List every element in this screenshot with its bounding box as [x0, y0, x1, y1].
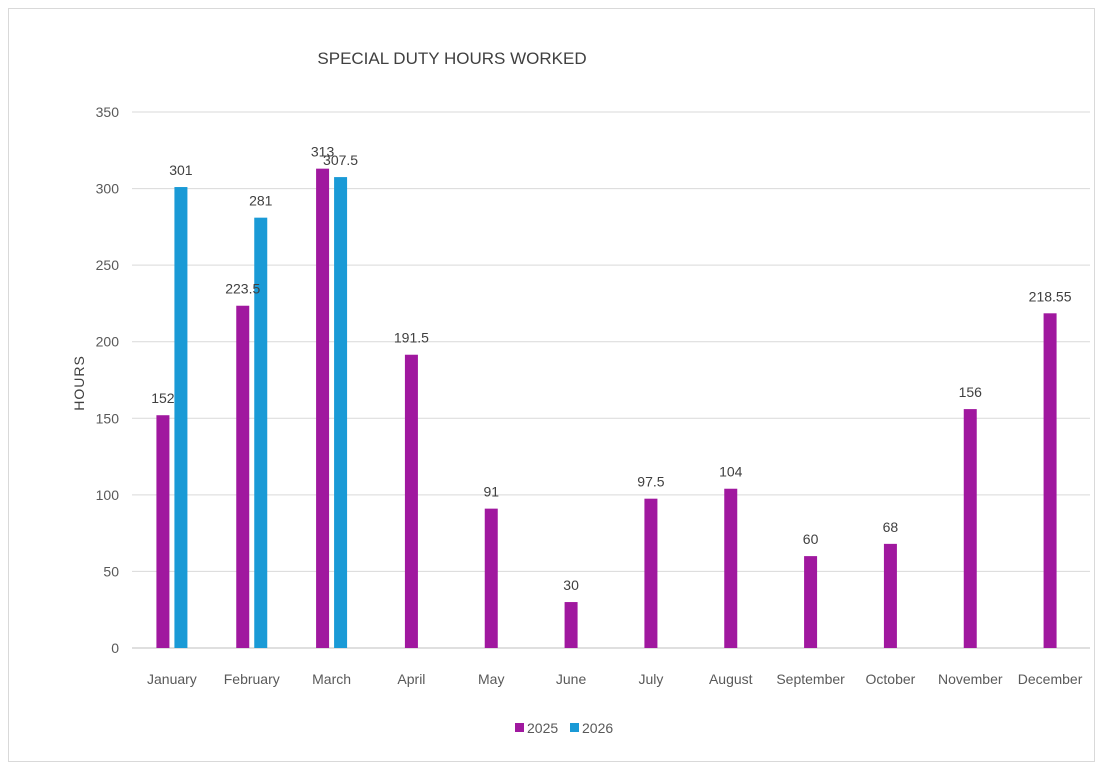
- legend-label-2026: 2026: [582, 720, 613, 736]
- data-label-2025-january: 152: [151, 390, 175, 406]
- y-tick-label: 350: [96, 104, 120, 120]
- y-axis-label: HOURS: [71, 355, 87, 411]
- data-label-2025-june: 30: [563, 577, 579, 593]
- y-tick-label: 100: [96, 487, 120, 503]
- data-label-2025-november: 156: [959, 384, 983, 400]
- bar-2025-september: [804, 556, 818, 648]
- x-tick-label: August: [709, 671, 753, 687]
- bar-2025-october: [883, 543, 897, 648]
- x-tick-label: October: [866, 671, 916, 687]
- legend-swatch-2025: [515, 723, 524, 732]
- x-tick-label: January: [147, 671, 197, 687]
- x-tick-label: April: [397, 671, 425, 687]
- legend: 2025 2026: [515, 720, 613, 736]
- legend-label-2025: 2025: [527, 720, 558, 736]
- data-label-2025-march: 313: [311, 144, 335, 160]
- legend-swatch-2026: [570, 723, 579, 732]
- data-label-2025-july: 97.5: [637, 474, 664, 490]
- data-label-2026-january: 301: [169, 162, 193, 178]
- bar-2025-may: [484, 508, 498, 648]
- data-label-2026-march: 307.5: [323, 152, 358, 168]
- x-tick-label: December: [1018, 671, 1083, 687]
- y-tick-label: 300: [96, 181, 120, 197]
- bar-2025-april: [404, 354, 418, 648]
- bar-2025-august: [724, 488, 738, 648]
- bar-2025-january: [156, 415, 170, 648]
- x-tick-label: June: [556, 671, 587, 687]
- data-label-2025-february: 223.5: [225, 281, 260, 297]
- data-label-2025-august: 104: [719, 464, 743, 480]
- y-tick-label: 50: [103, 563, 119, 579]
- bar-2025-november: [963, 409, 977, 648]
- y-tick-labels: 0 50 100 150 200 250 300 350: [96, 104, 120, 656]
- bar-2025-march: [316, 168, 330, 649]
- bar-2025-february: [236, 305, 250, 648]
- bar-2026-march: [334, 177, 348, 649]
- data-label-2025-october: 68: [883, 519, 899, 535]
- y-tick-label: 150: [96, 410, 120, 426]
- y-tick-label: 250: [96, 257, 120, 273]
- x-tick-labels: January February March April May June July Augu…: [147, 671, 1083, 687]
- bars: [156, 168, 1057, 649]
- data-label-2026-february: 281: [249, 193, 273, 209]
- data-label-2025-december: 218.55: [1029, 288, 1072, 304]
- chart-frame: [8, 8, 1095, 762]
- data-label-2025-may: 91: [483, 484, 499, 500]
- data-label-2025-september: 60: [803, 531, 819, 547]
- bar-2025-december: [1043, 313, 1057, 648]
- x-tick-label: May: [478, 671, 504, 687]
- chart-title: SPECIAL DUTY HOURS WORKED: [317, 49, 586, 68]
- data-label-2025-april: 191.5: [394, 330, 429, 346]
- x-tick-label: September: [776, 671, 845, 687]
- bar-2025-june: [564, 602, 578, 648]
- bar-2025-july: [644, 498, 658, 648]
- x-tick-label: February: [224, 671, 280, 687]
- x-tick-label: July: [638, 671, 663, 687]
- gridlines: [132, 111, 1090, 649]
- bar-2026-february: [254, 217, 268, 648]
- bar-2026-january: [174, 187, 188, 649]
- y-tick-label: 0: [111, 640, 119, 656]
- x-tick-label: March: [312, 671, 351, 687]
- x-tick-label: November: [938, 671, 1003, 687]
- y-tick-label: 200: [96, 334, 120, 350]
